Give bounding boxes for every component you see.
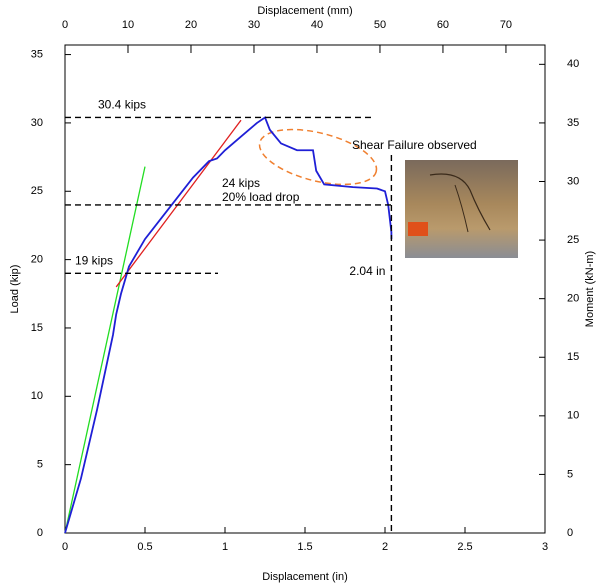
y2-tick-label: 35 xyxy=(567,117,579,129)
y-tick-label: 25 xyxy=(31,185,43,197)
y-tick-label: 15 xyxy=(31,322,43,334)
y-tick-label: 35 xyxy=(31,48,43,60)
x2-tick-label: 40 xyxy=(311,19,323,31)
y2-axis-label: Moment (kN-m) xyxy=(584,251,596,327)
x-tick-label: 3 xyxy=(542,541,548,553)
x-tick-label: 0 xyxy=(62,541,68,553)
y2-tick-label: 10 xyxy=(567,410,579,422)
y-tick-label: 10 xyxy=(31,390,43,402)
y2-tick-label: 30 xyxy=(567,175,579,187)
y-axis-label: Load (kip) xyxy=(9,265,21,314)
y2-tick-label: 5 xyxy=(567,468,573,480)
reference-label: 24 kips xyxy=(222,176,260,190)
x-tick-label: 2 xyxy=(382,541,388,553)
fit-line xyxy=(115,119,242,288)
x-tick-label: 0.5 xyxy=(137,541,152,553)
fit-line xyxy=(64,166,146,534)
x2-tick-label: 10 xyxy=(122,19,134,31)
x-tick-label: 1.5 xyxy=(297,541,312,553)
x2-tick-label: 50 xyxy=(374,19,386,31)
photo xyxy=(405,160,518,258)
reference-label: 20% load drop xyxy=(222,190,300,204)
x2-tick-label: 0 xyxy=(62,19,68,31)
y2-tick-label: 15 xyxy=(567,351,579,363)
y-tick-label: 5 xyxy=(37,459,43,471)
y-tick-label: 20 xyxy=(31,254,43,266)
y-tick-label: 30 xyxy=(31,117,43,129)
reference-label: 19 kips xyxy=(75,253,113,267)
x2-tick-label: 30 xyxy=(248,19,260,31)
highlight-ellipse xyxy=(258,128,378,186)
x2-tick-label: 20 xyxy=(185,19,197,31)
x2-tick-label: 60 xyxy=(437,19,449,31)
x2-axis-label: Displacement (mm) xyxy=(257,5,352,17)
plot-frame xyxy=(64,44,546,534)
reference-label: 30.4 kips xyxy=(98,98,146,112)
x-axis-label: Displacement (in) xyxy=(262,571,348,583)
y2-tick-label: 0 xyxy=(567,527,573,539)
y-tick-label: 0 xyxy=(37,527,43,539)
reference-label: 2.04 in xyxy=(349,264,385,278)
y2-tick-label: 40 xyxy=(567,58,579,70)
x-tick-label: 2.5 xyxy=(457,541,472,553)
annotation: Shear Failure observed xyxy=(352,138,477,152)
x2-tick-label: 70 xyxy=(500,19,512,31)
y2-tick-label: 20 xyxy=(567,293,579,305)
x-tick-label: 1 xyxy=(222,541,228,553)
load-curve xyxy=(64,116,393,534)
y2-tick-label: 25 xyxy=(567,234,579,246)
